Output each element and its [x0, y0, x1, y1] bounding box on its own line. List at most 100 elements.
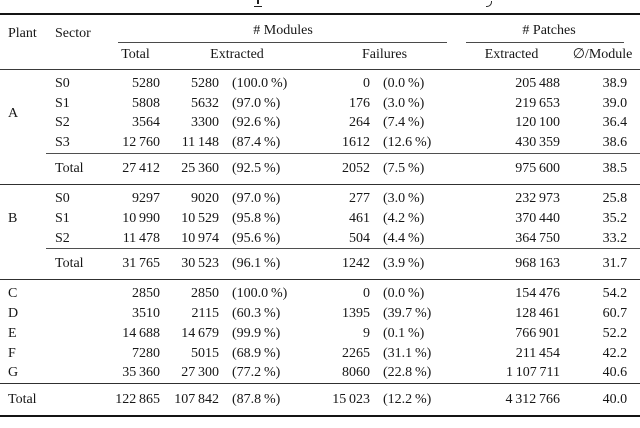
- cell-extracted: 10 529: [181, 210, 219, 226]
- cell-extracted: 2115: [191, 306, 219, 322]
- cell-extracted: 27 300: [181, 365, 219, 381]
- grand-total-row: Total 122 865 107 842 (87.8 %) 15 023 (12.2 %…: [0, 383, 640, 418]
- cell-extracted_pct: (96.1 %): [221, 248, 311, 281]
- cell-modules_total: 35 360: [122, 365, 160, 381]
- cell-extracted_pct: (87.4 %): [232, 135, 281, 151]
- column-header-sector: Sector: [46, 14, 108, 70]
- cell-patches: 968 163: [458, 248, 566, 281]
- plant-label: [0, 153, 46, 186]
- cell-modules_total: 12 760: [122, 135, 160, 151]
- column-header-modules-total: Total: [108, 43, 163, 70]
- plant-label: A: [8, 105, 19, 121]
- column-group-modules: # Modules: [108, 14, 458, 43]
- cell-patches: 219 653: [515, 95, 561, 111]
- sector-label: [46, 364, 108, 384]
- table-header: Plant Sector # Modules # Patches Total E…: [0, 14, 640, 70]
- cell-extracted: 5280: [191, 75, 219, 91]
- cell-extracted: 30 523: [163, 248, 221, 281]
- section-total-row: Total 31 765 30 523 (96.1 %) 1242 (3.9 %) 968 …: [0, 248, 640, 281]
- cell-extracted_pct: (100.0 %): [232, 286, 288, 302]
- cell-per_module: 42.2: [602, 345, 628, 361]
- cell-failures: 1395: [342, 306, 370, 322]
- cell-failures: 264: [349, 115, 370, 131]
- cell-failures_pct: (0.0 %): [383, 286, 425, 302]
- cell-modules_total: 2850: [132, 286, 160, 302]
- cell-failures_pct: (12.6 %): [383, 135, 432, 151]
- cell-extracted: 107 842: [163, 383, 221, 418]
- cell-extracted_pct: (60.3 %): [232, 306, 281, 322]
- cell-extracted: 2850: [191, 286, 219, 302]
- cell-patches: 232 973: [515, 191, 561, 207]
- data-row: G 35 360 27 300 (77.2 %) 8060 (22.8 %) 1 107 7…: [0, 364, 640, 384]
- plant-label: F: [8, 345, 16, 361]
- data-row: E 14 688 14 679 (99.9 %) 9 (0.1 %) 766 901 52.2: [0, 324, 640, 344]
- sector-label: S2: [55, 230, 70, 246]
- cell-modules_total: 5808: [132, 95, 160, 111]
- cell-modules_total: 7280: [132, 345, 160, 361]
- grand-total-label: Total: [0, 383, 108, 418]
- cell-failures_pct: (0.0 %): [383, 75, 425, 91]
- cell-per_module: 60.7: [602, 306, 628, 322]
- column-header-patches-extracted: Extracted: [458, 43, 566, 70]
- cell-extracted_pct: (100.0 %): [232, 75, 288, 91]
- cell-per_module: 40.6: [602, 365, 628, 381]
- caption-descender-fragment: [254, 0, 262, 7]
- cell-modules_total: 5280: [132, 75, 160, 91]
- cell-failures: 0: [363, 75, 370, 91]
- cell-per_module: 39.0: [602, 95, 628, 111]
- data-row: A S0 5280 5280 (100.0 %) 0 (0.0 %) 205 488 38.9: [0, 70, 640, 120]
- cell-extracted_pct: (68.9 %): [232, 345, 281, 361]
- cell-modules_total: 27 412: [108, 153, 163, 186]
- sector-label: S3: [55, 135, 70, 151]
- cell-extracted: 14 679: [181, 325, 219, 341]
- cell-extracted_pct: (95.6 %): [232, 230, 281, 246]
- cell-failures: 277: [349, 191, 370, 207]
- cell-modules_total: 9297: [132, 191, 160, 207]
- plant-label: C: [8, 286, 18, 302]
- cell-per_module: 33.2: [602, 230, 628, 246]
- cell-failures_pct: (31.1 %): [383, 345, 432, 361]
- table-body: A S0 5280 5280 (100.0 %) 0 (0.0 %) 205 488 38.9 S…: [0, 70, 640, 418]
- cell-patches: 120 100: [515, 115, 561, 131]
- data-row: B S0 9297 9020 (97.0 %) 277 (3.0 %) 232 973 25.8: [0, 185, 640, 225]
- cell-failures_pct: (3.9 %): [373, 248, 459, 281]
- cell-per_module: 25.8: [602, 191, 628, 207]
- sector-label: S1: [55, 210, 70, 226]
- results-table: Plant Sector # Modules # Patches Total E…: [0, 13, 640, 418]
- data-row: C 2850 2850 (100.0 %) 0 (0.0 %) 154 476 54.2: [0, 280, 640, 304]
- cell-failures_pct: (3.0 %): [383, 191, 425, 207]
- cell-patches: 1 107 711: [505, 365, 561, 381]
- section-total-label: Total: [46, 248, 108, 281]
- sector-label: [46, 344, 108, 364]
- section-total-label: Total: [46, 153, 108, 186]
- cell-failures_pct: (4.2 %): [383, 210, 425, 226]
- column-header-plant: Plant: [0, 14, 46, 70]
- column-header-modules-extracted: Extracted: [163, 43, 311, 70]
- sector-label: [46, 324, 108, 344]
- cell-extracted: 11 148: [181, 135, 219, 151]
- cell-failures: 176: [349, 95, 370, 111]
- column-header-modules-failures: Failures: [311, 43, 459, 70]
- cell-per_module: 52.2: [602, 325, 628, 341]
- cell-per_module: 38.6: [602, 135, 628, 151]
- plant-label: E: [8, 325, 17, 341]
- cell-failures: 2052: [311, 153, 373, 186]
- cell-failures: 15 023: [311, 383, 373, 418]
- cell-per_module: 35.2: [602, 210, 628, 226]
- cell-failures_pct: (39.7 %): [383, 306, 432, 322]
- cell-extracted_pct: (92.5 %): [221, 153, 311, 186]
- cell-failures: 1612: [342, 135, 370, 151]
- cell-failures_pct: (3.0 %): [383, 95, 425, 111]
- cell-modules_total: 3510: [132, 306, 160, 322]
- cell-modules_total: 122 865: [108, 383, 163, 418]
- cell-patches: 4 312 766: [458, 383, 566, 418]
- data-row: D 3510 2115 (60.3 %) 1395 (39.7 %) 128 461 60.7: [0, 304, 640, 324]
- cell-per_module: 54.2: [602, 286, 628, 302]
- cell-failures_pct: (7.4 %): [383, 115, 425, 131]
- cell-extracted: 25 360: [163, 153, 221, 186]
- cell-failures_pct: (4.4 %): [383, 230, 425, 246]
- cell-extracted: 10 974: [181, 230, 219, 246]
- plant-label: B: [8, 211, 18, 227]
- cell-per_module: 36.4: [602, 115, 628, 131]
- data-row: F 7280 5015 (68.9 %) 2265 (31.1 %) 211 454 42.2: [0, 344, 640, 364]
